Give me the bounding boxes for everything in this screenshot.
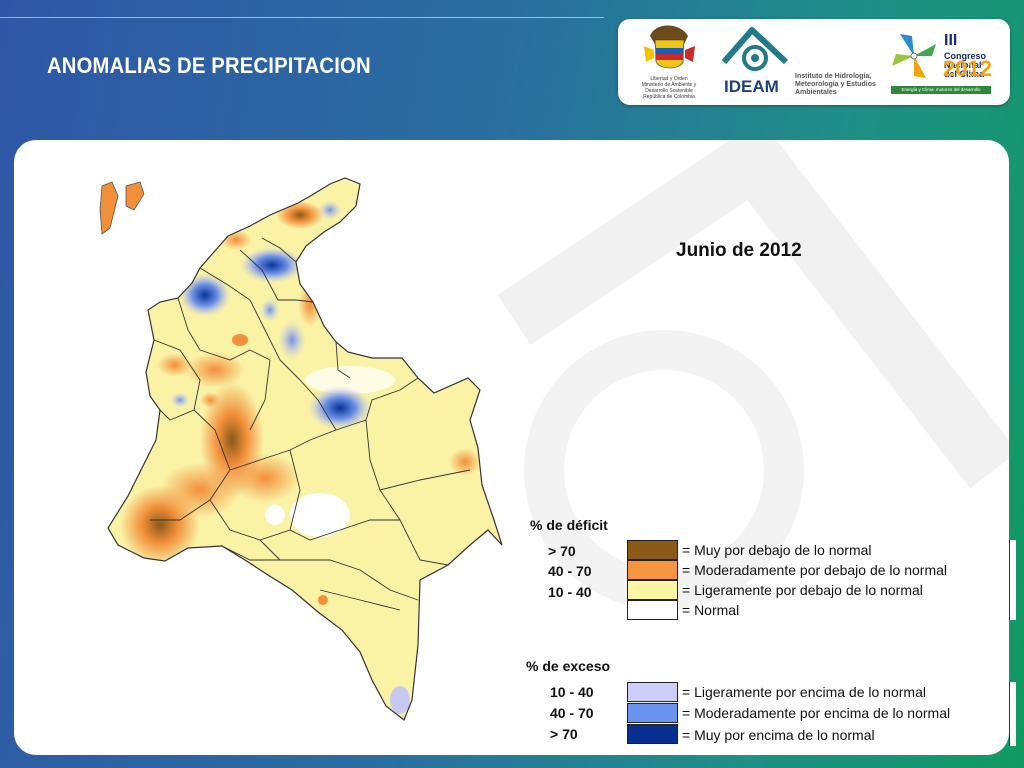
deficit-zone bbox=[200, 392, 220, 408]
swatch-ligero-debajo bbox=[627, 580, 678, 600]
label-ligero-debajo: = Ligeramente por debajo de lo normal bbox=[682, 582, 923, 598]
deficit-zone bbox=[276, 201, 324, 229]
department-boundaries bbox=[150, 237, 471, 611]
swatch-normal bbox=[627, 600, 678, 620]
congreso-roman: III bbox=[944, 32, 958, 49]
exceso-range-1: 10 - 40 bbox=[550, 684, 594, 700]
legend-edge bbox=[1009, 682, 1016, 746]
congreso-line-1: Congreso bbox=[944, 51, 987, 61]
deficit-zone bbox=[160, 462, 240, 518]
label-moderado-debajo: = Moderadamente por debajo de lo normal bbox=[682, 562, 948, 578]
map-date: Junio de 2012 bbox=[676, 240, 802, 261]
deficit-zone bbox=[318, 595, 328, 605]
ideam-name: IDEAM bbox=[724, 77, 779, 96]
exceso-range-2: 40 - 70 bbox=[550, 705, 594, 721]
deficit-range-3: 10 - 40 bbox=[548, 584, 592, 600]
ministerio-line-1: Libertad y Orden bbox=[650, 76, 688, 82]
exceso-range-3: > 70 bbox=[550, 726, 578, 742]
congreso-title: III Congreso Nacional del Clima bbox=[944, 30, 994, 79]
label-muy-debajo: = Muy por debajo de lo normal bbox=[682, 542, 872, 558]
ministerio-line-2: Ministerio de Ambiente y bbox=[641, 82, 697, 88]
excess-zone bbox=[308, 386, 372, 430]
label-moderado-encima: = Moderadamente por encima de lo normal bbox=[682, 705, 951, 721]
normal-zone bbox=[290, 493, 350, 537]
header-divider bbox=[0, 17, 604, 18]
island-san-andres bbox=[99, 181, 119, 235]
congreso-pinwheel-icon bbox=[892, 34, 936, 78]
ideam-institute: Instituto de Hidrología, Meteorología y … bbox=[795, 73, 876, 96]
deficit-zone bbox=[185, 352, 245, 388]
excess-zone bbox=[240, 247, 304, 283]
excess-zone bbox=[318, 200, 342, 220]
deficit-range-1: > 70 bbox=[548, 543, 576, 559]
swatch-muy-encima bbox=[627, 724, 678, 744]
excess-zone bbox=[179, 273, 231, 317]
deficit-range-2: 40 - 70 bbox=[548, 563, 592, 579]
swatch-moderado-encima bbox=[627, 703, 678, 723]
deficit-zone bbox=[300, 618, 324, 642]
normal-zone bbox=[265, 505, 285, 525]
logo-graphics bbox=[644, 25, 936, 78]
congreso-year: 2012 bbox=[943, 56, 992, 81]
legend-edge bbox=[1009, 540, 1016, 620]
deficit-zone bbox=[298, 283, 322, 327]
excess-zone bbox=[390, 686, 410, 714]
normal-zone bbox=[305, 366, 395, 394]
congreso-line-3: del Clima bbox=[944, 69, 985, 79]
label-ligero-encima: = Ligeramente por encima de lo normal bbox=[682, 684, 926, 700]
deficit-title: % de déficit bbox=[530, 517, 608, 533]
swatch-muy-debajo bbox=[627, 540, 678, 560]
ministerio-line-3: Desarrollo Sostenible bbox=[645, 88, 693, 94]
deficit-zone bbox=[449, 448, 481, 476]
excess-zone bbox=[278, 320, 306, 360]
congreso-slogan: Energía y Clima: motores del desarrollo … bbox=[891, 86, 991, 100]
coat-of-arms-icon bbox=[644, 25, 695, 69]
deficit-zone bbox=[232, 334, 248, 346]
page-title: ANOMALIAS DE PRECIPITACION bbox=[47, 53, 371, 78]
ministerio-line-4: República de Colombia bbox=[643, 94, 695, 100]
label-normal: = Normal bbox=[682, 602, 740, 618]
ideam-logo-icon bbox=[721, 27, 789, 71]
excess-zone bbox=[260, 298, 280, 322]
label-muy-encima: = Muy por encima de lo normal bbox=[682, 727, 875, 743]
swatch-ligero-encima bbox=[627, 682, 678, 702]
congreso-line-2: Nacional bbox=[944, 60, 982, 70]
colombia-outline bbox=[107, 177, 503, 721]
exceso-title: % de exceso bbox=[526, 658, 611, 674]
excess-zone bbox=[170, 392, 190, 408]
deficit-zone bbox=[157, 353, 193, 377]
deficit-zone bbox=[230, 453, 300, 503]
island-providencia bbox=[125, 181, 145, 211]
swatch-moderado-debajo bbox=[627, 560, 678, 580]
